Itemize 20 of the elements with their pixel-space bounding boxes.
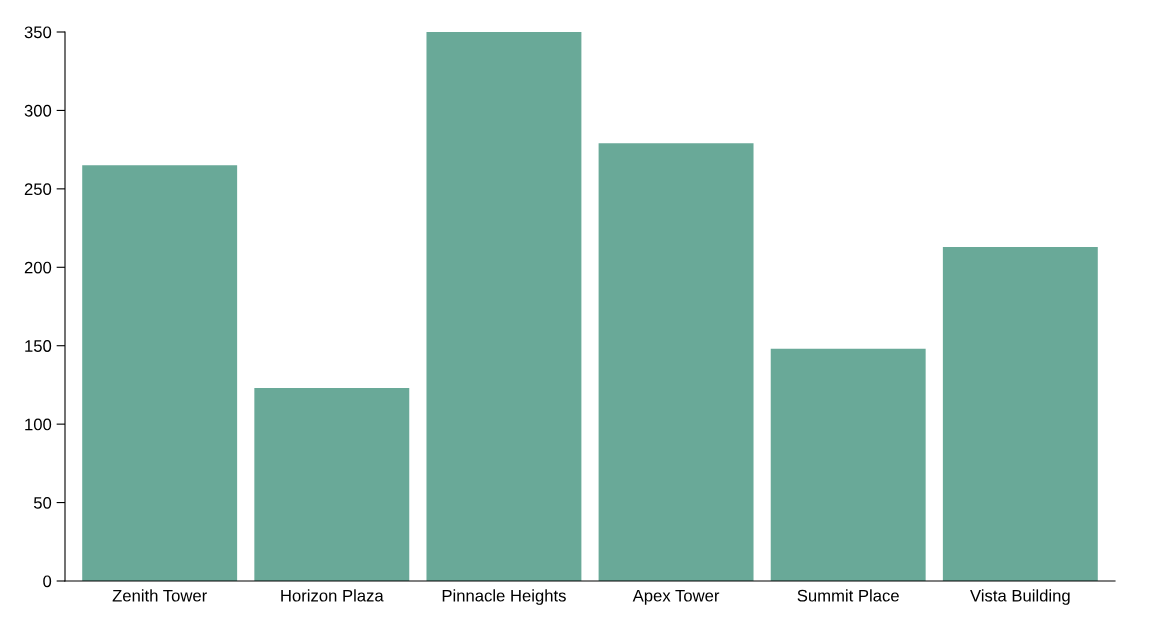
- x-tick-label: Summit Place: [797, 589, 899, 602]
- y-tick-label: 100: [25, 418, 52, 431]
- bar: [598, 143, 754, 581]
- x-tick-label: Vista Building: [970, 589, 1070, 605]
- bar: [426, 32, 582, 581]
- y-tick-label: 50: [33, 496, 52, 509]
- y-tick-label: 150: [25, 340, 52, 352]
- bar: [254, 388, 410, 581]
- x-tick-label: Zenith Tower: [112, 589, 207, 602]
- y-tick-label: 200: [24, 261, 52, 274]
- bar: [942, 246, 1098, 581]
- x-tick-label: Horizon Plaza: [281, 589, 384, 602]
- x-tick-label: Apex Tower: [632, 589, 720, 605]
- x-tick-label: Pinnacle Heights: [442, 589, 566, 605]
- y-tick-label: 350: [24, 26, 52, 39]
- bar: [770, 348, 926, 581]
- y-tick-label: 300: [24, 104, 52, 117]
- y-tick-label: 0: [43, 575, 52, 588]
- bar: [82, 165, 238, 581]
- y-tick-label: 250: [24, 183, 52, 196]
